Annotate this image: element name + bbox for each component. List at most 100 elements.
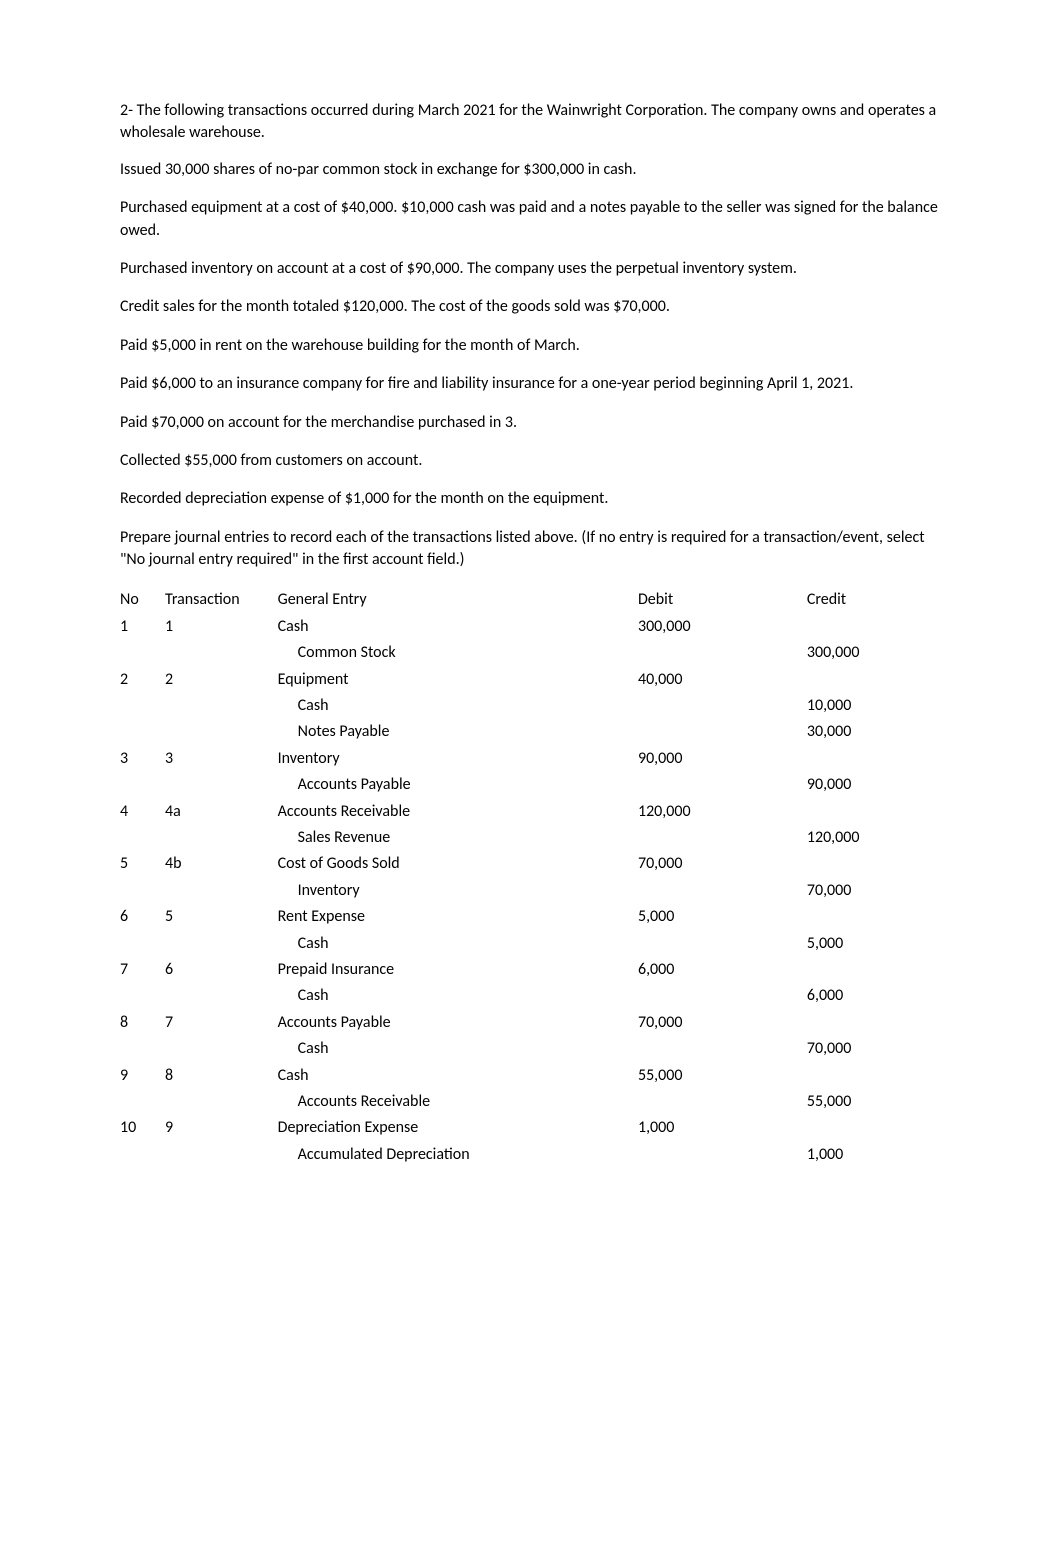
cell-transaction xyxy=(165,772,278,798)
cell-credit: 55,000 xyxy=(807,1089,942,1115)
cell-no: 9 xyxy=(120,1063,165,1089)
header-general-entry: General Entry xyxy=(278,587,638,613)
cell-credit: 90,000 xyxy=(807,772,942,798)
cell-transaction xyxy=(165,931,278,957)
cell-debit xyxy=(638,931,807,957)
cell-credit: 5,000 xyxy=(807,931,942,957)
cell-account: Inventory xyxy=(278,746,638,772)
cell-transaction xyxy=(165,878,278,904)
cell-transaction xyxy=(165,640,278,666)
cell-account: Cash xyxy=(278,983,638,1009)
table-row: 98Cash55,000 xyxy=(120,1063,942,1089)
transactions-list: Issued 30,000 shares of no-par common st… xyxy=(120,159,942,511)
transaction-text: Collected $55,000 from customers on acco… xyxy=(120,450,942,472)
cell-transaction xyxy=(165,719,278,745)
cell-credit xyxy=(807,1115,942,1141)
cell-no: 3 xyxy=(120,746,165,772)
transaction-text: Credit sales for the month totaled $120,… xyxy=(120,296,942,318)
cell-debit: 70,000 xyxy=(638,1010,807,1036)
cell-transaction: 7 xyxy=(165,1010,278,1036)
cell-no: 8 xyxy=(120,1010,165,1036)
problem-intro: 2- The following transactions occurred d… xyxy=(120,100,942,145)
cell-debit: 5,000 xyxy=(638,904,807,930)
table-row: Sales Revenue120,000 xyxy=(120,825,942,851)
table-header-row: No Transaction General Entry Debit Credi… xyxy=(120,587,942,613)
table-row: Inventory70,000 xyxy=(120,878,942,904)
instructions: Prepare journal entries to record each o… xyxy=(120,527,942,572)
cell-transaction: 4b xyxy=(165,851,278,877)
transaction-text: Issued 30,000 shares of no-par common st… xyxy=(120,159,942,181)
cell-account: Cash xyxy=(278,614,638,640)
header-debit: Debit xyxy=(638,587,807,613)
transaction-text: Purchased inventory on account at a cost… xyxy=(120,258,942,280)
cell-debit: 40,000 xyxy=(638,667,807,693)
table-row: 65Rent Expense5,000 xyxy=(120,904,942,930)
cell-no xyxy=(120,719,165,745)
transaction-text: Paid $5,000 in rent on the warehouse bui… xyxy=(120,335,942,357)
cell-transaction: 2 xyxy=(165,667,278,693)
table-row: Accumulated Depreciation1,000 xyxy=(120,1142,942,1168)
cell-transaction: 3 xyxy=(165,746,278,772)
header-credit: Credit xyxy=(807,587,942,613)
cell-no: 1 xyxy=(120,614,165,640)
table-row: 87Accounts Payable70,000 xyxy=(120,1010,942,1036)
cell-transaction: 8 xyxy=(165,1063,278,1089)
cell-account: Cost of Goods Sold xyxy=(278,851,638,877)
cell-credit: 30,000 xyxy=(807,719,942,745)
cell-credit: 300,000 xyxy=(807,640,942,666)
cell-account: Rent Expense xyxy=(278,904,638,930)
cell-debit xyxy=(638,878,807,904)
table-row: 109Depreciation Expense1,000 xyxy=(120,1115,942,1141)
table-row: Notes Payable 30,000 xyxy=(120,719,942,745)
cell-no: 4 xyxy=(120,799,165,825)
cell-transaction: 6 xyxy=(165,957,278,983)
cell-no: 7 xyxy=(120,957,165,983)
table-row: Accounts Payable90,000 xyxy=(120,772,942,798)
cell-debit xyxy=(638,719,807,745)
cell-account: Cash xyxy=(278,931,638,957)
table-row: Common Stock300,000 xyxy=(120,640,942,666)
cell-account: Notes Payable xyxy=(278,719,638,745)
transaction-text: Paid $70,000 on account for the merchand… xyxy=(120,412,942,434)
table-row: Accounts Receivable 55,000 xyxy=(120,1089,942,1115)
cell-credit: 70,000 xyxy=(807,878,942,904)
cell-transaction xyxy=(165,693,278,719)
cell-debit: 6,000 xyxy=(638,957,807,983)
cell-no xyxy=(120,772,165,798)
cell-credit xyxy=(807,614,942,640)
table-row: Cash10,000 xyxy=(120,693,942,719)
table-row: Cash 5,000 xyxy=(120,931,942,957)
cell-account: Prepaid Insurance xyxy=(278,957,638,983)
cell-credit xyxy=(807,667,942,693)
cell-debit: 120,000 xyxy=(638,799,807,825)
cell-debit: 70,000 xyxy=(638,851,807,877)
table-row: 33Inventory90,000 xyxy=(120,746,942,772)
cell-credit: 70,000 xyxy=(807,1036,942,1062)
cell-no xyxy=(120,1089,165,1115)
cell-transaction xyxy=(165,983,278,1009)
cell-transaction: 4a xyxy=(165,799,278,825)
transaction-text: Paid $6,000 to an insurance company for … xyxy=(120,373,942,395)
cell-debit: 300,000 xyxy=(638,614,807,640)
cell-no xyxy=(120,878,165,904)
cell-account: Accounts Payable xyxy=(278,1010,638,1036)
table-row: 76Prepaid Insurance6,000 xyxy=(120,957,942,983)
cell-account: Accumulated Depreciation xyxy=(278,1142,638,1168)
cell-account: Sales Revenue xyxy=(278,825,638,851)
cell-credit xyxy=(807,746,942,772)
cell-no xyxy=(120,931,165,957)
cell-transaction xyxy=(165,1036,278,1062)
cell-no xyxy=(120,983,165,1009)
header-no: No xyxy=(120,587,165,613)
cell-transaction xyxy=(165,1089,278,1115)
cell-account: Cash xyxy=(278,693,638,719)
table-row: 11Cash300,000 xyxy=(120,614,942,640)
cell-account: Accounts Receivable xyxy=(278,1089,638,1115)
transaction-text: Recorded depreciation expense of $1,000 … xyxy=(120,488,942,510)
cell-transaction xyxy=(165,1142,278,1168)
header-transaction: Transaction xyxy=(165,587,278,613)
cell-debit xyxy=(638,772,807,798)
cell-credit xyxy=(807,851,942,877)
cell-no xyxy=(120,640,165,666)
cell-no xyxy=(120,693,165,719)
